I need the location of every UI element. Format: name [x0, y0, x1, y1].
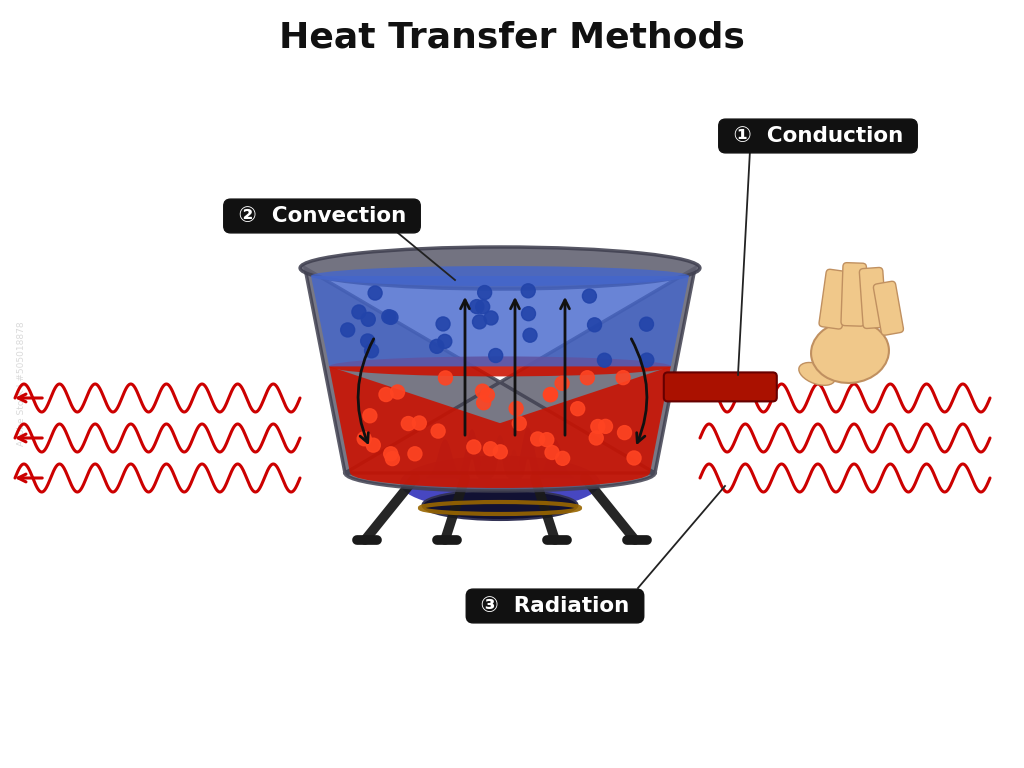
Circle shape [597, 353, 611, 367]
FancyBboxPatch shape [859, 267, 887, 329]
FancyBboxPatch shape [819, 270, 850, 329]
Circle shape [581, 371, 594, 385]
Circle shape [390, 385, 404, 399]
Circle shape [484, 311, 498, 325]
Circle shape [341, 323, 354, 337]
Polygon shape [427, 440, 463, 478]
Circle shape [476, 300, 489, 314]
Circle shape [521, 284, 536, 298]
Circle shape [627, 451, 641, 465]
Circle shape [470, 300, 483, 313]
Polygon shape [329, 366, 671, 488]
Circle shape [512, 416, 526, 430]
Polygon shape [456, 430, 488, 478]
Circle shape [591, 419, 605, 433]
Circle shape [544, 388, 557, 402]
Circle shape [368, 286, 382, 300]
Circle shape [570, 402, 585, 415]
Circle shape [472, 315, 486, 329]
Circle shape [352, 305, 366, 319]
Circle shape [362, 409, 377, 422]
Text: Heat Transfer Methods: Heat Transfer Methods [280, 21, 744, 55]
Polygon shape [512, 428, 544, 478]
Circle shape [588, 318, 601, 332]
Polygon shape [311, 276, 689, 366]
Text: ③  Radiation: ③ Radiation [473, 596, 637, 616]
Polygon shape [485, 436, 515, 478]
Circle shape [382, 310, 396, 324]
Circle shape [360, 334, 375, 348]
Circle shape [430, 339, 443, 353]
FancyBboxPatch shape [664, 372, 777, 402]
Circle shape [384, 447, 397, 461]
Circle shape [640, 317, 653, 331]
Circle shape [556, 452, 569, 465]
Circle shape [530, 432, 545, 446]
Circle shape [555, 376, 569, 390]
Circle shape [617, 425, 632, 439]
Circle shape [475, 384, 489, 398]
Circle shape [476, 396, 490, 410]
Circle shape [483, 442, 498, 455]
FancyBboxPatch shape [841, 263, 866, 326]
Circle shape [385, 452, 399, 465]
Circle shape [431, 424, 445, 438]
Circle shape [616, 371, 630, 385]
Ellipse shape [811, 321, 889, 383]
Ellipse shape [799, 362, 836, 386]
Ellipse shape [400, 455, 600, 511]
Circle shape [544, 388, 557, 402]
Polygon shape [305, 268, 695, 491]
Circle shape [583, 289, 596, 303]
Circle shape [379, 388, 393, 402]
Polygon shape [504, 450, 524, 478]
Circle shape [401, 416, 416, 431]
Text: Adobe Stock | #505018878: Adobe Stock | #505018878 [17, 322, 27, 446]
Circle shape [494, 445, 507, 458]
Ellipse shape [311, 266, 689, 286]
Circle shape [438, 371, 453, 385]
Text: ②  Convection: ② Convection [230, 206, 414, 226]
Circle shape [365, 344, 379, 358]
Circle shape [523, 328, 537, 343]
FancyBboxPatch shape [873, 281, 903, 335]
Ellipse shape [329, 356, 671, 376]
Polygon shape [537, 440, 573, 478]
Circle shape [598, 419, 612, 433]
Circle shape [467, 440, 481, 454]
Circle shape [361, 313, 375, 326]
Circle shape [509, 402, 523, 415]
Circle shape [384, 310, 398, 324]
Circle shape [589, 431, 603, 445]
Polygon shape [522, 460, 534, 478]
Circle shape [438, 334, 452, 349]
Circle shape [436, 317, 451, 331]
Circle shape [408, 447, 422, 461]
Circle shape [545, 445, 559, 459]
Polygon shape [492, 456, 508, 478]
Circle shape [640, 353, 653, 367]
Circle shape [367, 439, 380, 452]
Circle shape [480, 388, 495, 402]
Circle shape [357, 432, 372, 445]
Circle shape [540, 432, 554, 447]
Ellipse shape [300, 247, 699, 289]
Polygon shape [476, 450, 496, 478]
Ellipse shape [423, 490, 578, 520]
Circle shape [413, 416, 426, 430]
Polygon shape [466, 460, 478, 478]
Circle shape [488, 349, 503, 362]
Circle shape [521, 306, 536, 321]
Text: ①  Conduction: ① Conduction [726, 126, 910, 146]
Circle shape [477, 286, 492, 300]
